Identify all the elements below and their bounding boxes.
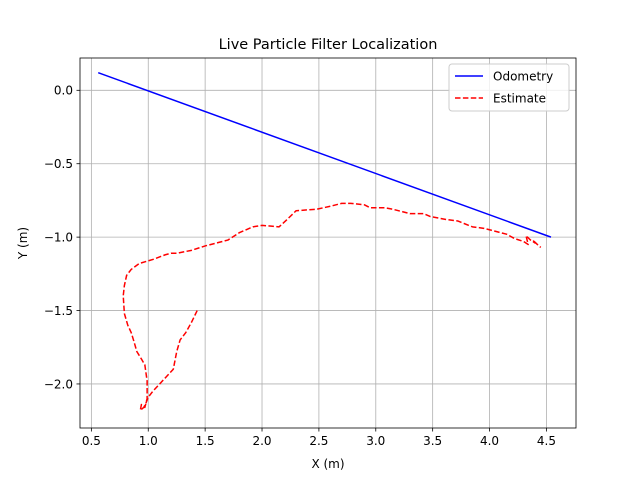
y-tick-label: 0.0 xyxy=(54,84,73,98)
x-tick-label: 2.5 xyxy=(309,434,328,448)
x-tick-label: 1.5 xyxy=(196,434,215,448)
series-line-estimate xyxy=(122,202,542,412)
ticks: 0.5 1.0 1.5 2.0 2.5 3.0 3.5 4.0 4.5 0.0 −0.5 −1.0 −1… xyxy=(44,84,556,448)
x-tick-label: 1.0 xyxy=(139,434,158,448)
y-tick-label: −1.5 xyxy=(44,304,73,318)
x-tick-label: 2.0 xyxy=(252,434,271,448)
y-tick-label: −2.0 xyxy=(44,377,73,391)
x-tick-label: 4.0 xyxy=(480,434,499,448)
legend-label-estimate: Estimate xyxy=(493,91,546,105)
legend: Odometry Estimate xyxy=(448,63,570,112)
y-tick-label: −0.5 xyxy=(44,157,73,171)
series-layer xyxy=(97,71,552,412)
x-tick-label: 3.0 xyxy=(366,434,385,448)
chart-title: Live Particle Filter Localization xyxy=(219,37,438,53)
legend-label-odometry: Odometry xyxy=(493,69,553,83)
plot-frame xyxy=(79,57,577,429)
series-line-odometry xyxy=(97,71,552,238)
x-tick-label: 4.5 xyxy=(537,434,556,448)
x-tick-label: 0.5 xyxy=(82,434,101,448)
x-axis-label: X (m) xyxy=(311,457,344,471)
x-tick-label: 3.5 xyxy=(423,434,442,448)
y-axis-label: Y (m) xyxy=(16,227,30,260)
y-tick-label: −1.0 xyxy=(44,230,73,244)
